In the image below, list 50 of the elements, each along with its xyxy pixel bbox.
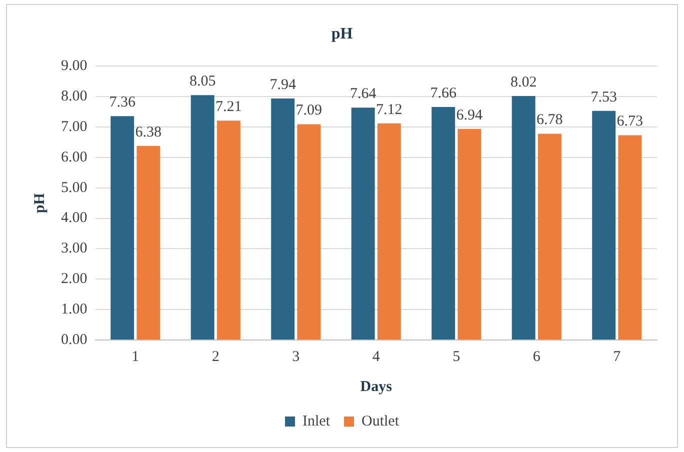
data-label: 7.94 [270, 76, 296, 93]
bar [110, 116, 134, 340]
data-label: 8.02 [510, 74, 537, 90]
bar [592, 110, 616, 340]
y-tick-label: 3.00 [61, 240, 88, 257]
bar [458, 128, 482, 340]
y-tick-label: 7.00 [61, 118, 88, 135]
data-label: 6.78 [536, 112, 563, 128]
x-tick-label: 2 [212, 348, 220, 365]
bar [377, 123, 401, 340]
data-label: 6.94 [456, 107, 484, 124]
bar [271, 98, 295, 340]
bar [538, 134, 562, 340]
x-tick-label: 4 [372, 348, 380, 365]
bar [432, 106, 456, 340]
data-label: 6.38 [135, 124, 162, 140]
data-label: 7.64 [350, 86, 377, 102]
bar [618, 135, 642, 340]
y-tick-label: 8.00 [61, 88, 88, 105]
y-tick-label: 6.00 [61, 149, 88, 166]
x-axis-title: Days [360, 378, 392, 395]
legend-label: Outlet [362, 413, 400, 430]
x-tick-label: 3 [292, 348, 300, 365]
data-label: 7.09 [296, 102, 322, 119]
y-tick-label: 0.00 [61, 332, 88, 348]
legend-label: Inlet [302, 413, 331, 430]
y-tick-label: 4.00 [61, 210, 88, 226]
bar [297, 124, 321, 340]
y-tick-label: 5.00 [61, 180, 88, 196]
data-label: 7.21 [216, 99, 242, 116]
data-label: 7.66 [430, 85, 457, 102]
x-tick-label: 6 [532, 348, 541, 365]
bar [190, 95, 214, 340]
y-tick-label: 1.00 [61, 302, 88, 318]
x-tick-label: 7 [613, 348, 622, 365]
bar [351, 108, 375, 340]
data-label: 7.36 [109, 94, 136, 111]
bar [512, 96, 536, 340]
x-tick-label: 5 [452, 348, 460, 365]
y-axis-title: pH [32, 192, 48, 214]
data-label: 6.73 [616, 114, 644, 130]
y-tick-label: 9.00 [61, 58, 88, 74]
data-label: 7.12 [376, 102, 402, 118]
x-tick-label: 1 [132, 348, 140, 365]
y-tick-label: 2.00 [61, 271, 88, 288]
data-label: 8.05 [189, 74, 216, 90]
chart-title: pH [331, 26, 354, 43]
data-label: 7.53 [590, 89, 617, 106]
bar [136, 146, 160, 340]
bar [216, 120, 240, 340]
